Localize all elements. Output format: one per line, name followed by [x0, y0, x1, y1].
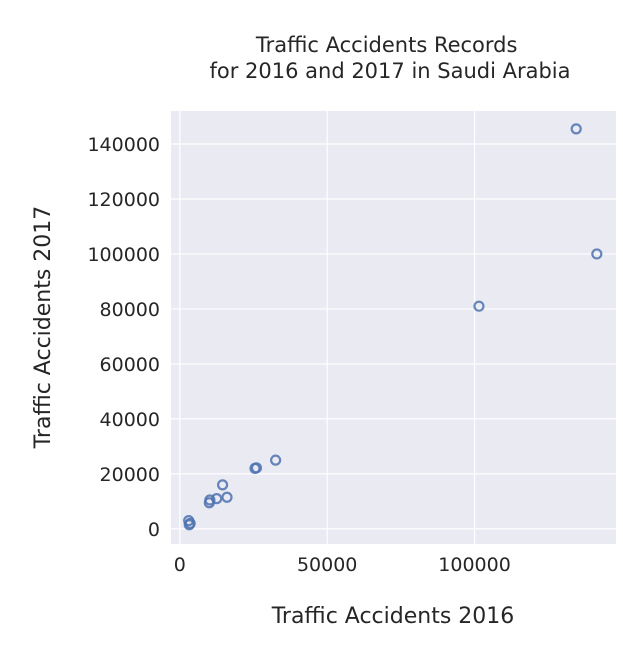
x-tick-label: 100000: [438, 554, 511, 576]
y-tick-label: 80000: [100, 299, 160, 321]
x-tick-labels: 0 50000 100000: [174, 554, 511, 576]
x-tick-label: 50000: [297, 554, 357, 576]
y-tick-label: 0: [148, 519, 160, 541]
y-tick-label: 20000: [100, 464, 160, 486]
data-point: [216, 479, 229, 491]
y-tick-labels: 0 20000 40000 60000 80000 100000 120000 140000: [87, 134, 160, 541]
data-points: [183, 123, 603, 531]
grid-lines: [171, 111, 616, 544]
data-point: [211, 493, 223, 505]
y-tick-label: 140000: [87, 134, 160, 156]
data-point: [184, 517, 196, 529]
chart-title: Traffic Accidents Records for 2016 and 2…: [209, 33, 570, 83]
x-tick-label: 0: [174, 554, 186, 576]
data-point: [270, 454, 282, 466]
y-tick-label: 120000: [87, 189, 160, 211]
data-point: [250, 462, 263, 474]
chart-title-line-1: Traffic Accidents Records: [255, 33, 518, 57]
plot-area: [171, 111, 616, 544]
data-point: [570, 123, 582, 135]
y-tick-label: 40000: [100, 409, 160, 431]
data-point: [221, 491, 233, 503]
x-axis-label: Traffic Accidents 2016: [271, 604, 515, 629]
data-point: [204, 494, 216, 506]
chart-title-line-2: for 2016 and 2017 in Saudi Arabia: [209, 59, 570, 83]
y-tick-label: 60000: [100, 354, 160, 376]
y-tick-label: 100000: [87, 244, 160, 266]
data-point: [473, 300, 485, 312]
y-axis-label: Traffic Accidents 2017: [31, 206, 56, 450]
data-point: [591, 248, 603, 260]
